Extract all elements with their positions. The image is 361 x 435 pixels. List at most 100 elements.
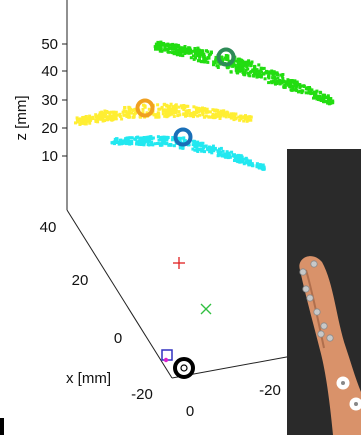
cloud-point	[329, 97, 333, 100]
marker-bead	[320, 322, 328, 330]
cloud-point	[174, 108, 178, 112]
cloud-point	[189, 56, 193, 60]
cloud-center-marker	[135, 98, 155, 118]
cloud-point	[246, 71, 250, 75]
cloud-center-marker	[216, 47, 236, 67]
cloud-point	[184, 111, 188, 115]
cloud-point	[181, 146, 185, 150]
cloud-point	[245, 158, 249, 162]
cloud-point	[103, 109, 107, 113]
cloud-point	[252, 74, 256, 78]
cloud-point	[297, 90, 300, 94]
cloud-point	[96, 120, 100, 124]
cloud-point	[300, 84, 304, 88]
cloud-point	[163, 102, 167, 106]
cloud-point	[246, 67, 250, 71]
cloud-point	[170, 112, 174, 116]
cloud-point	[114, 117, 118, 121]
cloud-point	[193, 148, 197, 152]
cloud-point	[160, 49, 164, 53]
cloud-point	[168, 110, 172, 114]
cloud-point	[191, 139, 195, 143]
cloud-point	[161, 109, 165, 113]
cloud-point	[289, 88, 293, 92]
cloud-point	[115, 113, 119, 117]
cloud-point	[181, 49, 185, 53]
ring-marker	[173, 357, 195, 379]
cloud-point	[192, 112, 196, 116]
cloud-point	[216, 150, 220, 154]
cloud-point	[169, 143, 173, 147]
cloud-point	[234, 117, 238, 121]
inset-photo	[287, 149, 361, 435]
cloud-point	[259, 68, 263, 72]
cloud-point	[198, 147, 202, 151]
cloud-point	[237, 153, 241, 157]
cloud-point	[145, 136, 149, 140]
z-tick-label: 10	[41, 148, 58, 165]
cloud-point	[192, 54, 195, 58]
cloud-point	[255, 162, 259, 166]
cloud-point	[219, 57, 223, 61]
cloud-point	[238, 118, 242, 122]
cloud-point	[218, 117, 222, 120]
marker-bead	[310, 260, 318, 268]
cloud-point	[267, 70, 271, 74]
cloud-point	[204, 110, 208, 114]
cloud-point	[184, 109, 188, 113]
cloud-point	[201, 141, 205, 145]
cloud-point	[201, 147, 205, 151]
cloud-point	[172, 111, 176, 115]
z-tick-label: 20	[41, 120, 58, 137]
cloud-point	[228, 115, 231, 119]
cloud-point	[231, 64, 235, 68]
cloud-point	[103, 112, 107, 116]
cloud-point	[224, 115, 228, 119]
point-cloud	[74, 98, 253, 126]
cloud-point	[211, 108, 215, 112]
cloud-point	[123, 141, 127, 145]
point-cloud	[153, 40, 335, 106]
cloud-point	[184, 114, 187, 118]
x-tick-label: 0	[186, 403, 194, 420]
cloud-point	[204, 144, 208, 148]
cloud-center-marker	[173, 127, 193, 147]
cloud-point	[243, 62, 247, 66]
cloud-point	[172, 114, 176, 118]
cloud-point	[240, 65, 244, 69]
finger-shading	[305, 269, 325, 349]
marker-bead	[313, 308, 321, 316]
cloud-point	[199, 50, 203, 54]
cloud-point	[177, 45, 181, 49]
cloud-point	[201, 111, 205, 115]
cloud-point	[281, 73, 285, 76]
cloud-point	[262, 66, 266, 70]
cloud-point	[234, 65, 238, 69]
cloud-point	[262, 165, 266, 169]
cloud-point	[151, 136, 155, 140]
cloud-point	[234, 68, 238, 72]
magenta-dot	[163, 357, 169, 363]
cloud-point	[94, 113, 98, 117]
cloud-point	[165, 104, 169, 108]
cloud-point	[76, 118, 80, 122]
cloud-point	[203, 108, 207, 112]
cloud-point	[238, 69, 241, 73]
cloud-point	[123, 109, 127, 113]
cloud-point	[203, 150, 206, 154]
cloud-point	[156, 135, 160, 139]
cloud-point	[177, 110, 181, 114]
cloud-point	[296, 82, 299, 86]
cloud-point	[177, 113, 181, 117]
cloud-point	[200, 51, 204, 55]
cloud-point	[251, 68, 255, 72]
z-tick-label: 50	[41, 36, 58, 53]
cloud-point	[76, 120, 80, 124]
cloud-point	[166, 42, 170, 46]
cloud-point	[222, 114, 226, 118]
cloud-point	[198, 53, 202, 57]
cloud-point	[191, 147, 195, 151]
cloud-point	[169, 102, 173, 106]
cloud-point	[315, 89, 319, 93]
cloud-point	[236, 159, 240, 163]
